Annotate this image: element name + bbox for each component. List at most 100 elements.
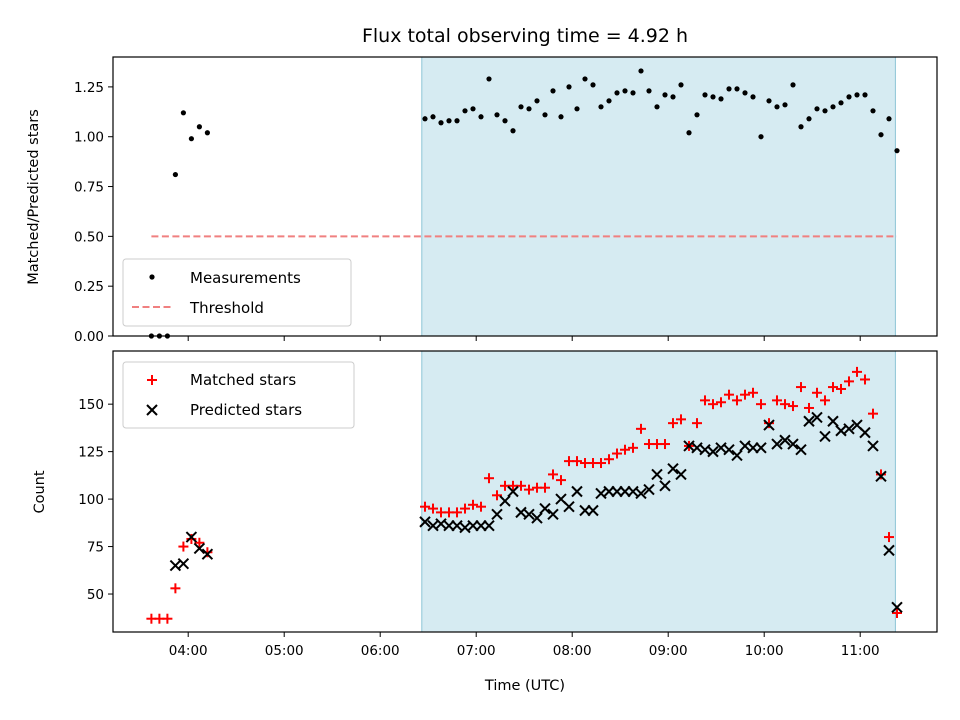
top-observing-window	[421, 57, 896, 336]
x-marker-b	[547, 508, 559, 520]
matched-star-point	[660, 439, 670, 450]
measurement-point	[694, 112, 700, 118]
matched-star-point	[724, 389, 734, 400]
measurement-point	[670, 94, 676, 100]
matched-star-point	[548, 469, 558, 480]
x-tick-label: 05:00	[265, 643, 304, 659]
top-y-tick-label: 0.00	[74, 329, 104, 345]
x-marker-b	[731, 449, 743, 462]
predicted-star-point	[883, 544, 895, 557]
top-y-tick-label: 0.25	[74, 279, 104, 295]
measurement-point	[646, 88, 652, 94]
measurement-point	[726, 86, 732, 92]
matched-star-point	[692, 418, 702, 429]
x-tick-label: 04:00	[169, 643, 208, 659]
predicted-star-point	[507, 485, 519, 498]
matched-star-point	[844, 376, 854, 387]
measurement-point	[878, 132, 884, 138]
x-marker-b	[875, 470, 887, 483]
x-marker-b	[763, 419, 775, 431]
x-tick-label: 11:00	[841, 643, 880, 659]
predicted-star-point	[755, 442, 767, 454]
matched-star-point	[812, 387, 822, 398]
matched-star-point	[428, 503, 438, 514]
x-marker-b	[827, 415, 839, 427]
measurement-point	[486, 76, 492, 82]
measurement-point	[734, 86, 740, 92]
matched-star-point	[764, 418, 774, 429]
matched-star-point	[572, 456, 582, 467]
x-marker-b	[891, 601, 903, 614]
predicted-star-point	[563, 500, 575, 513]
matched-star-point	[820, 395, 830, 406]
x-marker-b	[185, 531, 198, 543]
x-marker-b	[659, 480, 671, 492]
predicted-star-point	[827, 415, 839, 427]
measurement-point	[710, 94, 716, 100]
matched-star-point	[628, 442, 638, 453]
matched-star-point	[460, 503, 470, 514]
x-marker-b	[667, 463, 679, 475]
predicted-star-point	[811, 411, 823, 424]
measurement-point	[662, 92, 668, 98]
measurement-point	[598, 104, 604, 110]
predicted-star-point	[483, 519, 495, 532]
measurement-point	[630, 90, 636, 96]
x-marker-b	[787, 438, 799, 450]
measurement-point	[894, 148, 900, 154]
measurement-point	[542, 112, 548, 118]
predicted-star-point	[185, 531, 198, 543]
measurement-point	[188, 136, 194, 142]
predicted-star-point	[635, 487, 647, 500]
matched-star-point	[516, 480, 526, 491]
matched-star-point	[540, 482, 550, 493]
predicted-star-point	[201, 548, 214, 560]
bottom-y-axis-label: Count	[32, 470, 48, 513]
predicted-star-point	[193, 542, 206, 555]
predicted-star-point	[491, 508, 503, 520]
x-tick-label: 07:00	[457, 643, 496, 659]
measurement-point	[622, 88, 628, 94]
x-marker-b	[595, 487, 607, 500]
predicted-star-point	[891, 601, 903, 614]
matched-star-point	[748, 387, 758, 398]
predicted-star-point	[819, 430, 831, 443]
predicted-star-point	[651, 468, 663, 481]
measurement-point	[470, 106, 476, 112]
x-marker-b	[843, 423, 855, 435]
top-y-tick-label: 1.00	[74, 130, 104, 146]
measurement-point	[814, 106, 820, 112]
matched-star-point	[892, 608, 902, 619]
legend-threshold-label: Threshold	[189, 299, 264, 317]
x-marker-b	[563, 500, 575, 513]
matched-star-point	[716, 397, 726, 408]
matched-star-point	[612, 448, 622, 459]
x-marker-b	[146, 404, 158, 416]
measurement-point	[446, 118, 452, 124]
x-marker-b	[771, 438, 783, 450]
predicted-star-point	[787, 438, 799, 450]
matched-star-point	[804, 402, 814, 413]
x-marker-b	[531, 512, 543, 524]
measurement-point	[830, 104, 836, 110]
predicted-star-point	[499, 495, 511, 507]
x-marker-b	[193, 542, 206, 555]
measurement-point	[638, 68, 644, 74]
matched-star-point	[884, 532, 894, 543]
matched-star-point	[452, 507, 462, 518]
bottom-y-tick-label: 125	[78, 445, 104, 461]
top-plot-frame	[112, 56, 938, 337]
matched-star-point	[636, 423, 646, 434]
measurement-point	[686, 130, 692, 136]
matched-star-point	[420, 501, 430, 512]
bottom-plot-frame	[112, 350, 938, 633]
matched-star-point	[194, 537, 205, 548]
measurement-point	[172, 171, 178, 178]
legend-matched-swatch	[147, 375, 157, 385]
measurement-point	[822, 108, 828, 114]
x-marker-b	[755, 442, 767, 454]
x-marker-b	[851, 419, 863, 431]
predicted-star-point	[643, 483, 655, 496]
top-y-axis-label: Matched/Predicted stars	[26, 109, 42, 285]
x-marker-b	[779, 434, 791, 446]
